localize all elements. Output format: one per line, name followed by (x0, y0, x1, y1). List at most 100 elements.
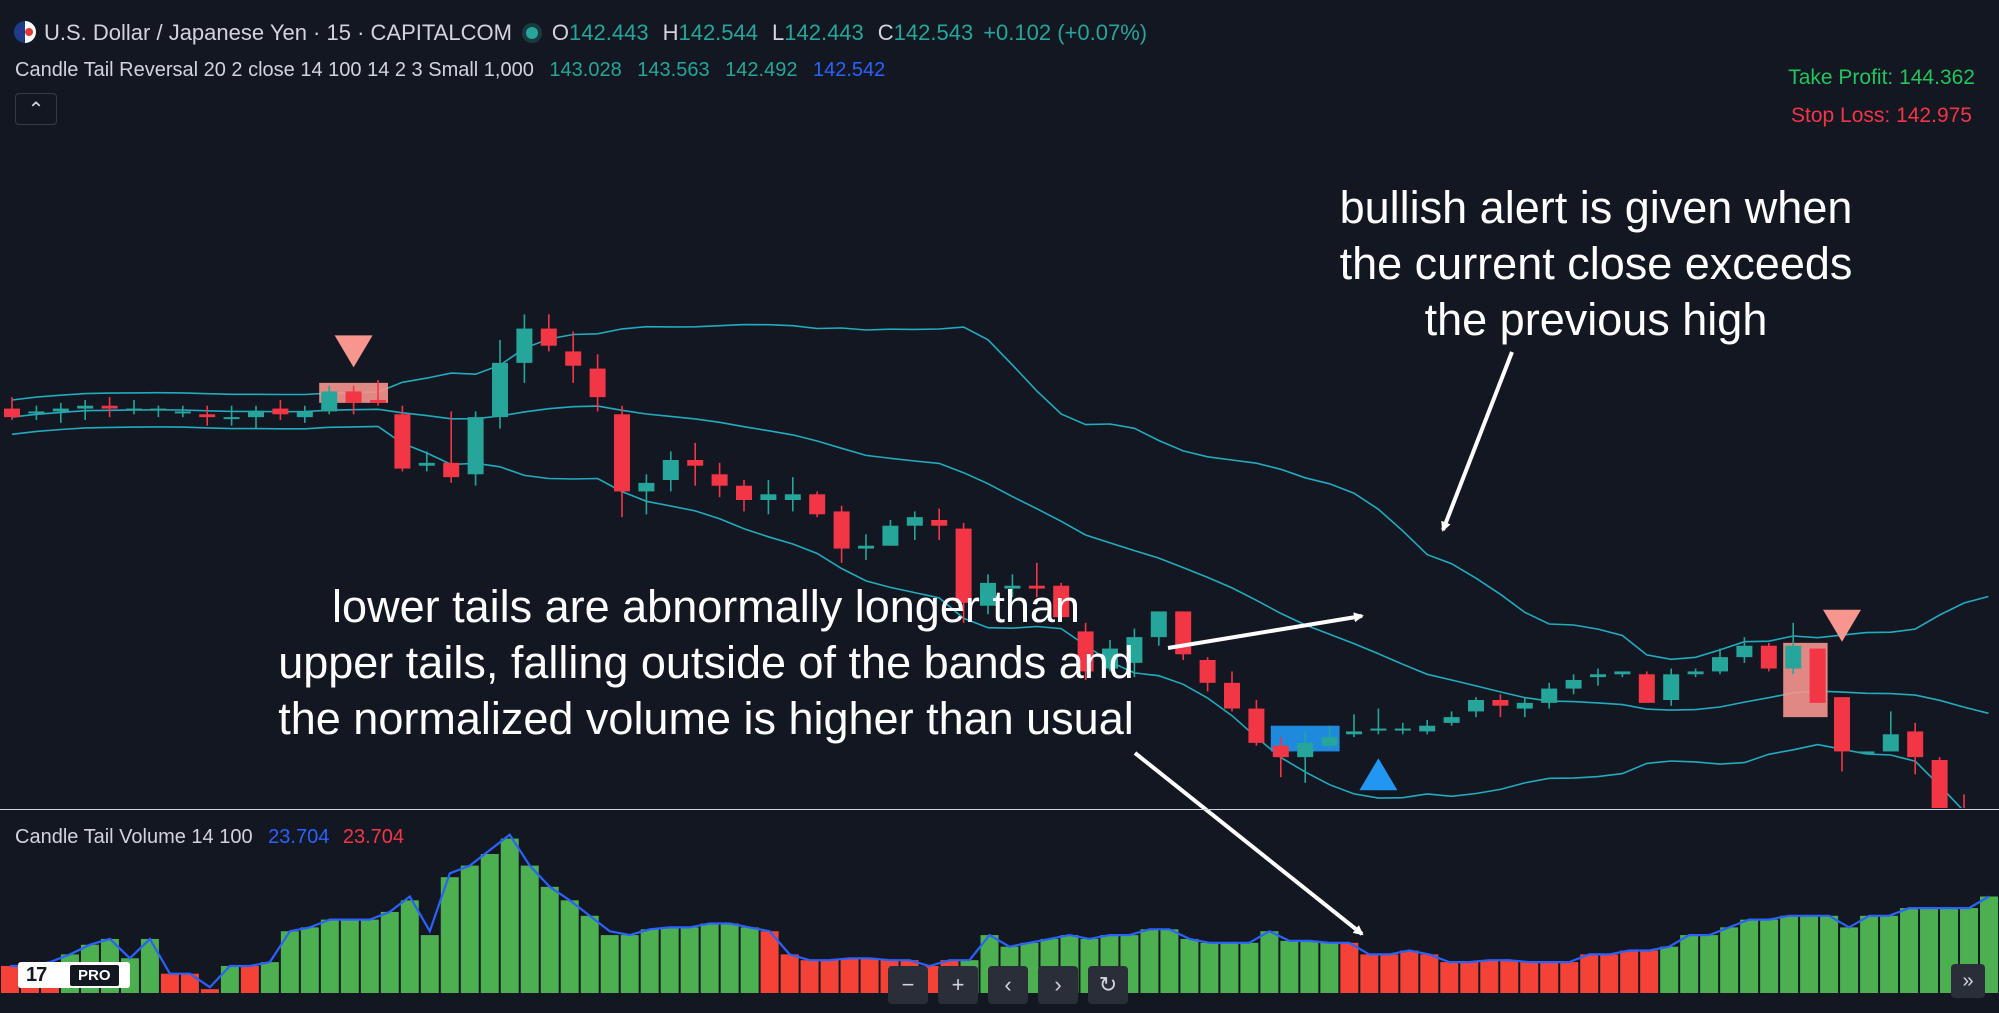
candle (1963, 794, 1965, 808)
candle (77, 400, 94, 420)
candle-body (1809, 648, 1826, 703)
candle-body (418, 462, 435, 466)
candle (906, 511, 923, 540)
candle-body (858, 545, 874, 549)
collapse-legend-button[interactable]: ⌃ (15, 93, 57, 125)
candle-body (1858, 751, 1875, 754)
candle-body (443, 462, 460, 478)
volume-bar (1340, 942, 1359, 993)
zoom-out-button[interactable]: − (888, 966, 928, 1004)
volume-bar (580, 915, 599, 993)
indicator-value-4: 142.542 (813, 59, 886, 81)
zoom-in-button[interactable]: + (938, 966, 978, 1004)
candle-body (174, 411, 191, 414)
candle-body (1516, 702, 1533, 709)
logo-pro-badge: PRO (70, 964, 119, 986)
candle (687, 442, 704, 486)
candle (370, 380, 386, 406)
indicator-legend[interactable]: Candle Tail Reversal 20 2 close 14 100 1… (15, 59, 885, 82)
indicator-value-3: 142.492 (725, 59, 798, 81)
volume-indicator-name[interactable]: Candle Tail Volume 14 100 (15, 826, 253, 848)
candle-body (540, 328, 557, 346)
volume-bar (540, 886, 559, 993)
volume-bar (1400, 950, 1419, 993)
candle-body (1834, 697, 1850, 752)
volume-bar (1760, 919, 1779, 993)
candle-body (101, 405, 118, 409)
candle (174, 405, 191, 418)
candle (248, 405, 264, 429)
candle-body (1028, 585, 1045, 589)
candle (1712, 648, 1728, 675)
candle-body (150, 408, 167, 411)
volume-bar (1220, 942, 1239, 993)
volume-bar (740, 927, 759, 993)
price-pane[interactable] (0, 0, 1999, 808)
candle (1028, 562, 1045, 598)
candle (1541, 682, 1558, 709)
indicator-name[interactable]: Candle Tail Reversal 20 2 close 14 100 1… (15, 59, 534, 81)
candle-body (1565, 680, 1582, 689)
volume-bar (1440, 962, 1459, 993)
candle (1126, 628, 1143, 678)
candle (565, 331, 582, 383)
volume-legend[interactable]: Candle Tail Volume 14 100 23.704 23.704 (15, 826, 404, 849)
volume-bar (1620, 950, 1639, 993)
candle-body (126, 408, 142, 411)
candle (1834, 697, 1850, 772)
scroll-right-button[interactable]: › (1038, 966, 1078, 1004)
candle-body (1882, 734, 1899, 752)
candle (1590, 668, 1606, 686)
candle (150, 405, 167, 418)
candle-body (272, 408, 289, 415)
candle-body (52, 408, 69, 412)
candle (760, 480, 777, 515)
candle-body (1785, 645, 1802, 669)
candle (1053, 582, 1070, 618)
candle (223, 405, 240, 426)
volume-bar (280, 931, 299, 993)
candle (1077, 622, 1094, 680)
volume-bar (780, 954, 799, 993)
volume-bar (1540, 962, 1559, 993)
candle (345, 385, 362, 415)
indicator-value-1: 143.028 (549, 59, 622, 81)
pane-divider[interactable] (0, 809, 1999, 810)
candle (1150, 611, 1167, 646)
candle (1785, 622, 1802, 675)
candle (101, 397, 118, 418)
scroll-to-realtime-button[interactable]: » (1951, 964, 1985, 998)
candle (1614, 671, 1631, 678)
reset-chart-button[interactable]: ↻ (1088, 966, 1128, 1004)
candle (858, 534, 874, 560)
candle (980, 574, 996, 615)
candle-body (1492, 700, 1509, 706)
symbol-title[interactable]: U.S. Dollar / Japanese Yen · 15 · CAPITA… (44, 20, 512, 45)
candle (321, 385, 338, 415)
tails-annotation-line-3: the normalized volume is higher than usu… (278, 693, 1134, 744)
candle (1687, 668, 1704, 678)
buy-signal-triangle (1359, 758, 1398, 791)
candle-body (1760, 645, 1777, 669)
ohlc-h-value: 142.544 (678, 20, 758, 45)
volume-bar (720, 923, 739, 993)
volume-bar (1640, 950, 1659, 993)
volume-bar (1320, 942, 1339, 993)
candle-body (1248, 708, 1265, 743)
volume-bar (1520, 962, 1539, 993)
candle (126, 400, 142, 415)
volume-bar (1480, 960, 1499, 993)
scroll-left-button[interactable]: ‹ (988, 966, 1028, 1004)
volume-bar (1920, 908, 1939, 993)
bullish-annotation-line-1: bullish alert is given when (1339, 182, 1853, 233)
volume-bar (200, 989, 219, 993)
candle-body (1931, 760, 1948, 808)
ohlc-o-value: 142.443 (569, 20, 649, 45)
candle (28, 405, 45, 420)
volume-average-line (10, 833, 1990, 989)
candle-body (882, 525, 899, 546)
volume-bar (1240, 942, 1259, 993)
candle (662, 451, 679, 492)
candle-body (1150, 611, 1167, 638)
